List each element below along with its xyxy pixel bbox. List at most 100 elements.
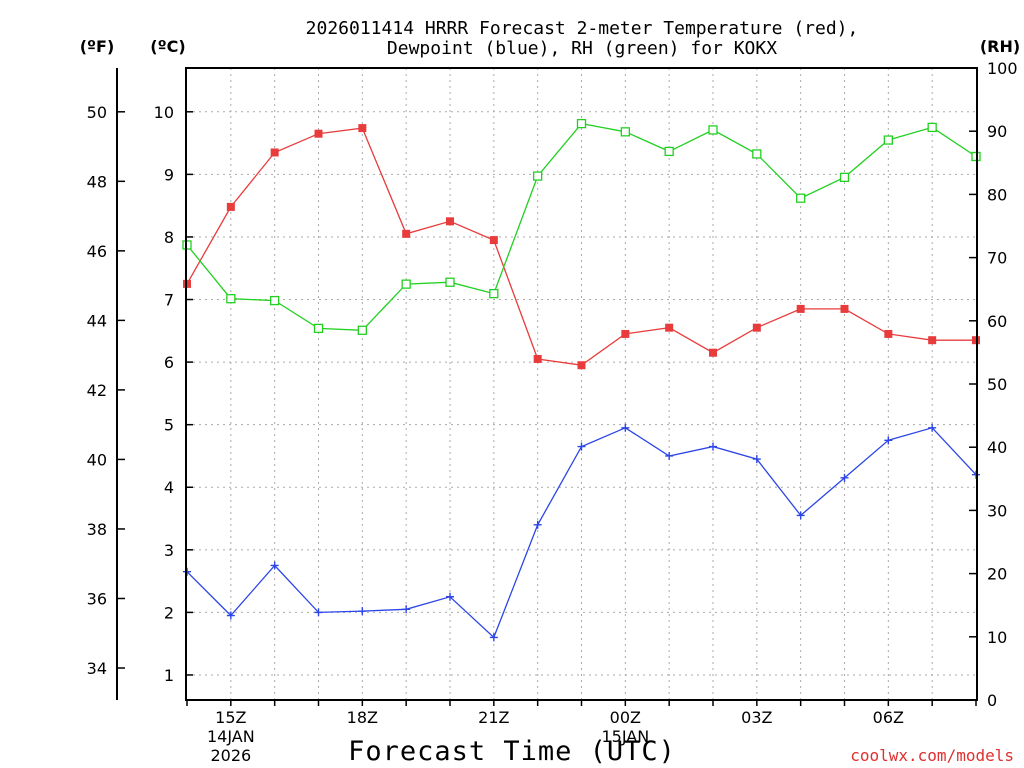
temperature-point [752,323,761,332]
temperature-point [270,148,279,157]
dewpoint-point [709,442,717,451]
temperature-point [226,202,235,211]
x-axis-label: Forecast Time (UTC) [348,736,676,767]
title-line-2: Dewpoint (blue), RH (green) for KOKX [387,38,777,59]
temperature-point [314,129,323,138]
celsius-tick-label: 6 [164,353,174,372]
data-series [182,118,981,642]
celsius-tick-label: 2 [164,603,174,622]
fahrenheit-tick-label: 50 [87,103,107,122]
fahrenheit-axis: 34 36 38 40 42 44 46 48 50 [87,68,125,700]
temperature-point [533,354,542,363]
rh-tick-label: 20 [987,565,1007,584]
dewpoint-point [577,442,586,451]
time-tick-label: 18Z [347,708,378,727]
fahrenheit-tick-label: 40 [87,450,107,469]
dewpoint-point [533,520,542,529]
plot-frame [185,67,978,701]
rh-tick-label: 100 [987,59,1018,78]
rh-tick-label: 80 [987,185,1007,204]
temperature-point [621,329,630,338]
rh-tick-label: 0 [987,691,997,710]
temperature-point [709,348,717,357]
temperature-point [796,304,805,313]
year-label: 2026 [210,746,251,765]
dewpoint-point [226,611,235,620]
fahrenheit-tick-label: 34 [87,659,107,678]
dewpoint-series [183,423,980,642]
fahrenheit-tick-label: 44 [87,311,107,330]
rh-point [226,294,236,304]
temperature-line [186,127,976,366]
dewpoint-point [752,455,761,464]
dewpoint-point [621,423,630,432]
dewpoint-point [665,451,674,460]
rh-tick-label: 90 [987,122,1007,141]
fahrenheit-tick-label: 46 [87,242,107,261]
rh-point [270,295,280,306]
temperature-point [884,329,893,338]
fahrenheit-tick-label: 48 [87,172,107,191]
rh-point [489,288,499,299]
dewpoint-point [270,561,279,570]
fahrenheit-tick-label: 42 [87,381,107,400]
temperature-point [577,361,586,370]
fahrenheit-tick-label: 36 [87,589,107,608]
rh-tick-label: 60 [987,312,1007,331]
temperature-series [183,124,980,370]
dewpoint-point [358,607,367,616]
rh-tick-label: 50 [987,375,1007,394]
rh-point [796,193,806,203]
time-tick-label: 00Z [610,708,641,727]
rh-tick-label: 10 [987,628,1007,647]
rh-point [664,146,674,157]
temperature-point [358,124,367,133]
temperature-point [840,304,849,313]
rh-point [401,279,411,289]
rh-tick-label: 40 [987,438,1007,457]
celsius-tick-label: 3 [164,541,174,560]
rh-axis: 0 10 20 30 40 50 60 70 80 90 100 [969,59,1018,710]
celsius-tick-label: 10 [154,103,174,122]
credit-text: coolwx.com/models [850,746,1014,765]
celsius-tick-label: 4 [164,478,174,497]
time-tick-label: 21Z [478,708,509,727]
grid-lines [187,68,976,700]
time-tick-label: 03Z [741,708,772,727]
rh-point [708,125,718,135]
chart-title: 2026011414 HRRR Forecast 2-meter Tempera… [306,18,859,59]
temperature-point [446,217,454,226]
title-line-1: 2026011414 HRRR Forecast 2-meter Tempera… [306,18,859,39]
rh-point [620,127,630,137]
rh-point [313,323,324,334]
date-label: 14JAN [207,727,255,746]
dewpoint-point [928,423,937,432]
rh-point [752,149,762,159]
dewpoint-point [840,473,849,482]
rh-line [186,122,977,331]
fahrenheit-unit-label: (ºF) [80,37,115,56]
celsius-tick-label: 1 [164,666,174,685]
rh-point [533,171,543,181]
rh-series [182,118,981,335]
time-tick-label: 15Z [215,708,246,727]
celsius-axis: 1 2 3 4 5 6 7 8 9 10 [154,103,193,685]
temperature-point [489,236,498,245]
dewpoint-point [489,633,498,642]
dewpoint-point [402,605,411,614]
rh-point [357,325,367,335]
celsius-tick-label: 8 [164,228,174,247]
date-label: 15JAN [601,727,649,746]
celsius-tick-label: 5 [164,416,174,435]
dewpoint-point [796,511,805,520]
fahrenheit-tick-label: 38 [87,520,107,539]
rh-point [576,118,587,129]
rh-point [927,122,937,133]
rh-tick-label: 30 [987,501,1007,520]
temperature-point [665,323,674,332]
temperature-point [928,336,937,345]
dewpoint-point [884,436,893,445]
temperature-point [402,229,411,238]
